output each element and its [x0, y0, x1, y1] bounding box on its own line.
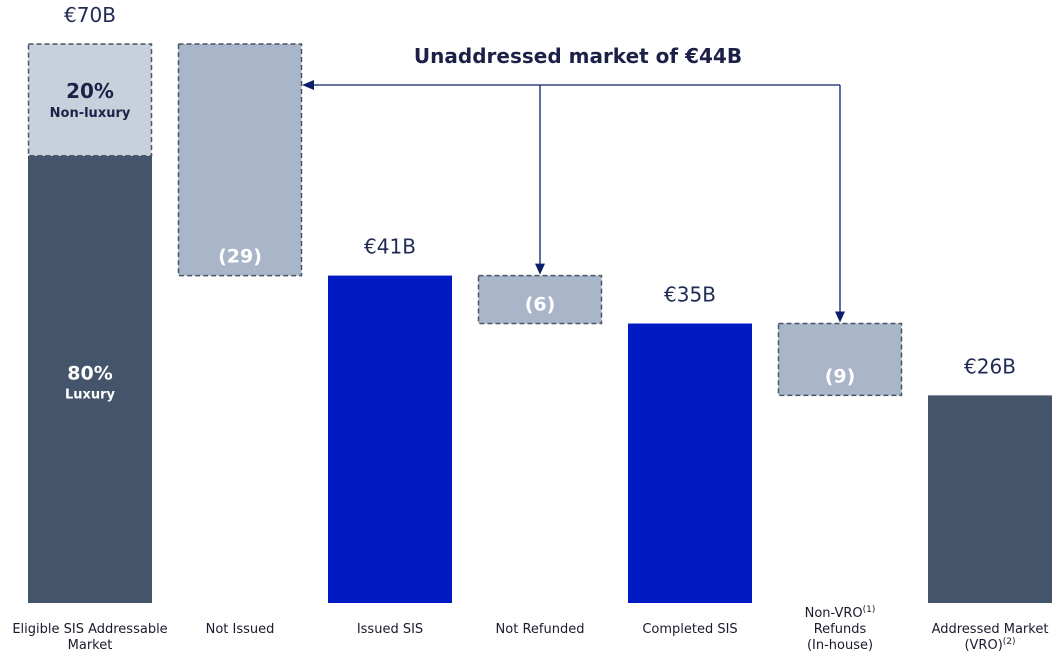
category-label: Market [68, 638, 113, 653]
bar-non-luxury [27, 43, 153, 157]
luxury-sub-label: Luxury [65, 387, 116, 402]
decrease-label: (9) [825, 365, 856, 387]
value-label: €35B [664, 283, 716, 307]
arrow-head-left [302, 80, 314, 90]
value-label: €41B [364, 235, 416, 259]
bar-decrease [477, 274, 603, 325]
category-label: Not Refunded [496, 622, 585, 637]
category-label: (VRO)(2) [964, 637, 1015, 653]
category-label: Not Issued [206, 622, 275, 637]
arrow-head-down [835, 311, 845, 323]
category-label: Issued SIS [357, 622, 423, 637]
category-label: Completed SIS [642, 622, 737, 637]
bar-decrease [177, 43, 303, 277]
category-label: Eligible SIS Addressable [12, 622, 167, 637]
category-label: (In-house) [807, 638, 873, 653]
non-luxury-pct-label: 20% [66, 79, 114, 103]
category-label: Refunds [814, 622, 867, 637]
category-label: Addressed Market [932, 622, 1049, 637]
bar-total [928, 395, 1052, 603]
bar-total [628, 323, 752, 603]
decrease-label: (29) [218, 246, 262, 268]
chart-title: Unaddressed market of €44B [414, 44, 742, 68]
decrease-label: (6) [525, 294, 556, 316]
bar-decrease [777, 322, 903, 397]
value-label: €26B [964, 354, 1016, 378]
arrow-head-down [535, 263, 545, 275]
luxury-pct-label: 80% [67, 362, 112, 384]
value-label: €70B [64, 3, 116, 27]
bar-total [328, 275, 452, 603]
category-label: Non-VRO(1) [805, 605, 876, 621]
non-luxury-sub-label: Non-luxury [50, 106, 131, 121]
bar-luxury [28, 155, 152, 604]
